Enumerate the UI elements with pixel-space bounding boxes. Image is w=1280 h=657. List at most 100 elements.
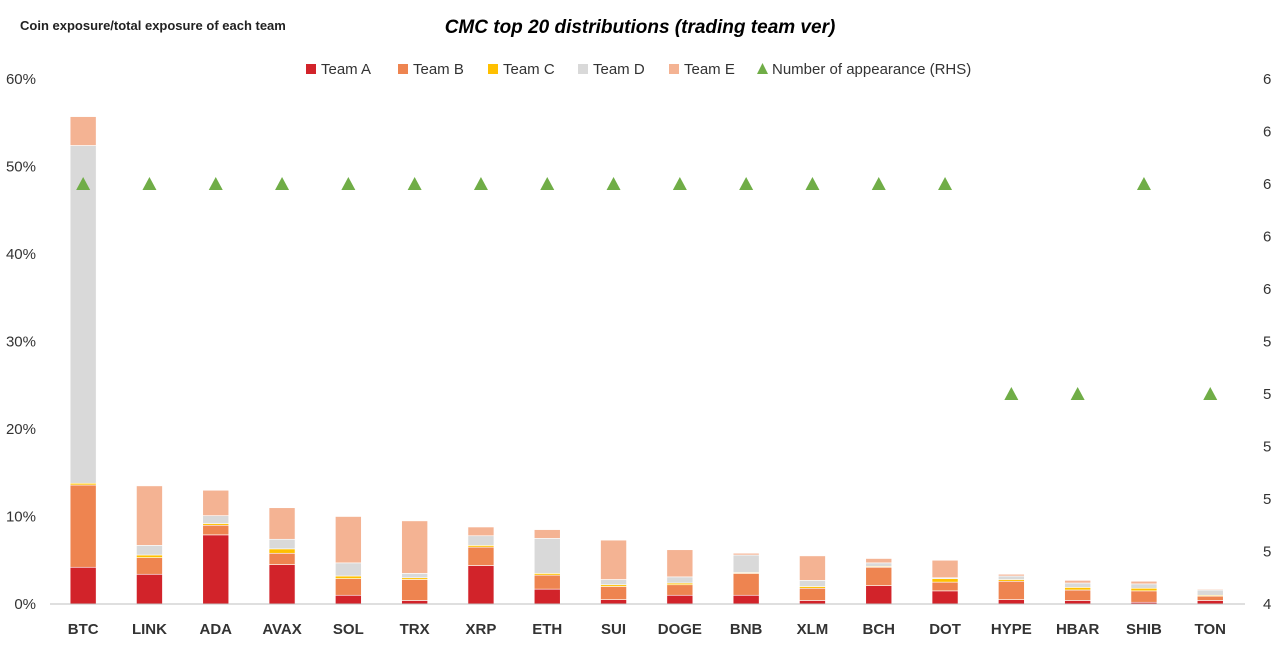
y-axis-title: Coin exposure/total exposure of each tea… (20, 18, 286, 33)
bar-segment (666, 584, 694, 596)
bar-segment (998, 599, 1025, 605)
bar-segment (136, 557, 163, 575)
category-label: XRP (466, 621, 497, 638)
bar-segment (931, 578, 959, 583)
bar-segment (1064, 587, 1091, 591)
appearance-marker (208, 177, 223, 190)
appearance-markers (76, 177, 1218, 400)
bar-segment (732, 554, 760, 573)
bar-segment (268, 538, 296, 550)
y2-tick-label: 4 (1263, 596, 1271, 613)
legend-label: Team A (321, 61, 371, 78)
bar-segment (998, 573, 1025, 577)
bar-segment (931, 581, 959, 592)
y-tick-label: 30% (6, 334, 36, 351)
category-label: BCH (863, 621, 896, 638)
bar-segment (799, 600, 826, 605)
appearance-marker (473, 177, 488, 190)
category-labels: BTC LINK ADA AVAX SOL TRX XRP ETH SUI DOGE BNB XLM B… (68, 621, 1226, 638)
bar-segment (335, 516, 362, 564)
category-label: LINK (132, 621, 167, 638)
y-axis-right: 6 6 6 6 6 5 5 5 5 5 4 (1263, 71, 1271, 613)
appearance-marker (1136, 177, 1151, 190)
bar-segment (865, 566, 893, 586)
appearance-marker (142, 177, 157, 190)
bar-segment (732, 594, 760, 605)
category-label: BTC (68, 621, 99, 638)
legend-swatch (398, 64, 408, 74)
bar-segment (268, 548, 296, 554)
bar-segment (600, 599, 627, 605)
appearance-marker (407, 177, 422, 190)
legend-swatch (669, 64, 679, 74)
bar-segment (1196, 600, 1224, 605)
bar-segment (202, 515, 230, 524)
bar-segment (136, 485, 163, 546)
y2-tick-label: 6 (1263, 176, 1271, 193)
y-tick-label: 10% (6, 509, 36, 526)
y2-tick-label: 5 (1263, 334, 1271, 351)
bar-segment (136, 554, 163, 558)
bar-segment (268, 564, 296, 605)
bar-segment (136, 573, 163, 605)
bar-segment (69, 145, 97, 484)
legend-label: Team D (593, 61, 645, 78)
y2-tick-label: 6 (1263, 71, 1271, 88)
bar-segment (136, 545, 163, 556)
bar-segment (69, 484, 97, 568)
y-axis-left: 0% 10% 20% 30% 40% 50% 60% (6, 71, 36, 613)
bars (69, 116, 1224, 605)
bar-segment (335, 578, 362, 596)
appearance-marker (341, 177, 356, 190)
bar-segment (865, 558, 893, 564)
bar-segment (1130, 590, 1158, 603)
bar-segment (1130, 580, 1158, 585)
bar-segment (401, 520, 428, 574)
y-tick-label: 20% (6, 421, 36, 438)
y2-tick-label: 6 (1263, 281, 1271, 298)
category-label: DOGE (658, 621, 702, 638)
category-label: ADA (200, 621, 233, 638)
bar-segment (401, 573, 428, 579)
legend: Team A Team B Team C Team D Team E Number of … (306, 61, 971, 78)
appearance-marker (76, 177, 91, 190)
bar-segment (533, 538, 561, 574)
bar-segment (202, 489, 230, 516)
bar-segment (600, 579, 627, 586)
bar-segment (931, 590, 959, 605)
y2-tick-label: 5 (1263, 386, 1271, 403)
appearance-marker (540, 177, 555, 190)
bar-segment (799, 580, 826, 587)
category-label: SHIB (1126, 621, 1162, 638)
bar-segment (666, 549, 694, 578)
bar-segment (865, 562, 893, 567)
bar-segment (467, 535, 495, 546)
bar-segment (533, 574, 561, 590)
bar-segment (335, 562, 362, 577)
category-label: HBAR (1056, 621, 1099, 638)
appearance-marker (672, 177, 687, 190)
appearance-marker (805, 177, 820, 190)
bar-segment (335, 594, 362, 605)
y-tick-label: 50% (6, 159, 36, 176)
bar-segment (1130, 587, 1158, 592)
y2-tick-label: 5 (1263, 491, 1271, 508)
bar-segment (998, 580, 1025, 600)
bar-segment (666, 576, 694, 584)
bar-segment (799, 587, 826, 601)
legend-label: Team B (413, 61, 464, 78)
bar-segment (666, 594, 694, 605)
bar-segment (202, 524, 230, 536)
bar-segment (600, 539, 627, 580)
appearance-marker (1004, 387, 1019, 400)
legend-swatch (578, 64, 588, 74)
y2-tick-label: 6 (1263, 124, 1271, 141)
bar-segment (69, 116, 97, 146)
category-label: XLM (797, 621, 829, 638)
bar-segment (467, 546, 495, 566)
bar-segment (865, 585, 893, 605)
bar-segment (799, 555, 826, 581)
bar-segment (69, 566, 97, 605)
bar-segment (202, 534, 230, 605)
